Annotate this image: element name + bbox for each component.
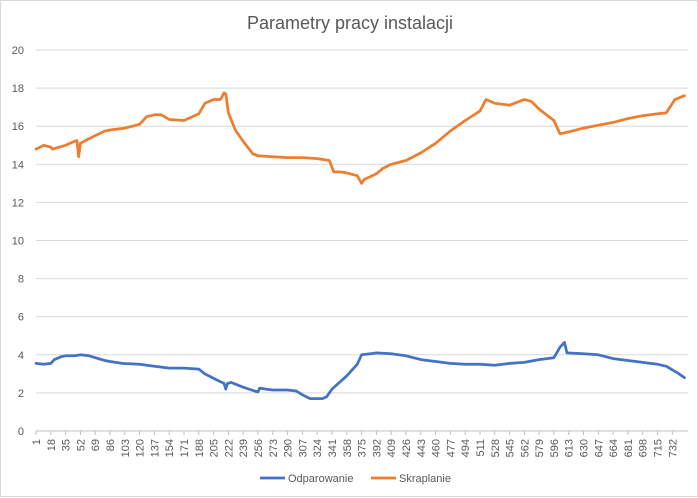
x-tick-label: 409 bbox=[386, 439, 398, 457]
x-axis: 1 18 35 52 69 86 103 120 137 154 171 188 205 222 239 25… bbox=[31, 431, 679, 457]
y-tick-label: 8 bbox=[18, 274, 24, 286]
x-tick-label: 341 bbox=[327, 439, 339, 457]
y-tick-label: 18 bbox=[12, 83, 24, 95]
legend-item-odparowanie: Odparowanie bbox=[260, 473, 353, 485]
x-tick-label: 715 bbox=[653, 439, 665, 457]
x-tick-label: 477 bbox=[445, 439, 457, 457]
x-tick-label: 222 bbox=[223, 439, 235, 457]
y-tick-label: 10 bbox=[12, 236, 24, 248]
x-tick-label: 69 bbox=[90, 439, 102, 451]
y-axis: 0 2 4 6 8 10 12 14 16 18 20 bbox=[12, 45, 24, 438]
x-tick-label: 630 bbox=[579, 439, 591, 457]
x-tick-label: 562 bbox=[519, 439, 531, 457]
x-tick-label: 528 bbox=[490, 439, 502, 457]
x-tick-label: 239 bbox=[238, 439, 250, 457]
x-tick-label: 154 bbox=[164, 439, 176, 457]
x-tick-label: 460 bbox=[431, 439, 443, 457]
x-tick-label: 511 bbox=[475, 439, 487, 457]
x-tick-label: 545 bbox=[505, 439, 517, 457]
x-tick-label: 171 bbox=[179, 439, 191, 457]
x-tick-label: 205 bbox=[209, 439, 221, 457]
y-tick-label: 14 bbox=[12, 159, 24, 171]
x-tick-label: 664 bbox=[608, 439, 620, 457]
x-tick-label: 613 bbox=[564, 439, 576, 457]
x-tick-label: 103 bbox=[120, 439, 132, 457]
x-tick-label: 443 bbox=[416, 439, 428, 457]
x-tick-label: 52 bbox=[75, 439, 87, 451]
y-tick-label: 0 bbox=[18, 426, 24, 438]
y-tick-label: 6 bbox=[18, 312, 24, 324]
y-tick-label: 12 bbox=[12, 197, 24, 209]
x-tick-label: 732 bbox=[667, 439, 679, 457]
x-tick-label: 35 bbox=[61, 439, 73, 451]
series-line-skraplanie bbox=[34, 91, 686, 185]
x-tick-label: 1 bbox=[31, 439, 43, 445]
x-tick-label: 18 bbox=[46, 439, 58, 451]
x-tick-label: 188 bbox=[194, 439, 206, 457]
x-tick-label: 647 bbox=[593, 439, 605, 457]
legend-label: Odparowanie bbox=[288, 473, 353, 485]
x-tick-label: 426 bbox=[401, 439, 413, 457]
x-tick-label: 120 bbox=[135, 439, 147, 457]
series-layer bbox=[34, 91, 686, 400]
series-line-odparowanie bbox=[34, 341, 686, 400]
x-tick-label: 358 bbox=[342, 439, 354, 457]
x-tick-label: 290 bbox=[283, 439, 295, 457]
x-tick-label: 392 bbox=[371, 439, 383, 457]
y-tick-label: 4 bbox=[18, 350, 24, 362]
x-tick-label: 494 bbox=[460, 439, 472, 457]
gridlines bbox=[36, 49, 688, 432]
x-tick-label: 596 bbox=[549, 439, 561, 457]
y-tick-label: 16 bbox=[12, 121, 24, 133]
x-tick-label: 307 bbox=[297, 439, 309, 457]
x-tick-label: 698 bbox=[638, 439, 650, 457]
chart-title: Parametry pracy instalacji bbox=[247, 13, 453, 33]
x-tick-label: 375 bbox=[357, 439, 369, 457]
legend-label: Skraplanie bbox=[399, 473, 451, 485]
x-tick-label: 579 bbox=[534, 439, 546, 457]
x-tick-label: 86 bbox=[105, 439, 117, 451]
legend: Odparowanie Skraplanie bbox=[260, 473, 451, 485]
x-tick-label: 137 bbox=[149, 439, 161, 457]
legend-item-skraplanie: Skraplanie bbox=[371, 473, 451, 485]
x-tick-label: 681 bbox=[623, 439, 635, 457]
x-tick-label: 256 bbox=[253, 439, 265, 457]
y-tick-label: 20 bbox=[12, 45, 24, 57]
y-tick-label: 2 bbox=[18, 388, 24, 400]
x-tick-label: 273 bbox=[268, 439, 280, 457]
x-tick-label: 324 bbox=[312, 439, 324, 457]
